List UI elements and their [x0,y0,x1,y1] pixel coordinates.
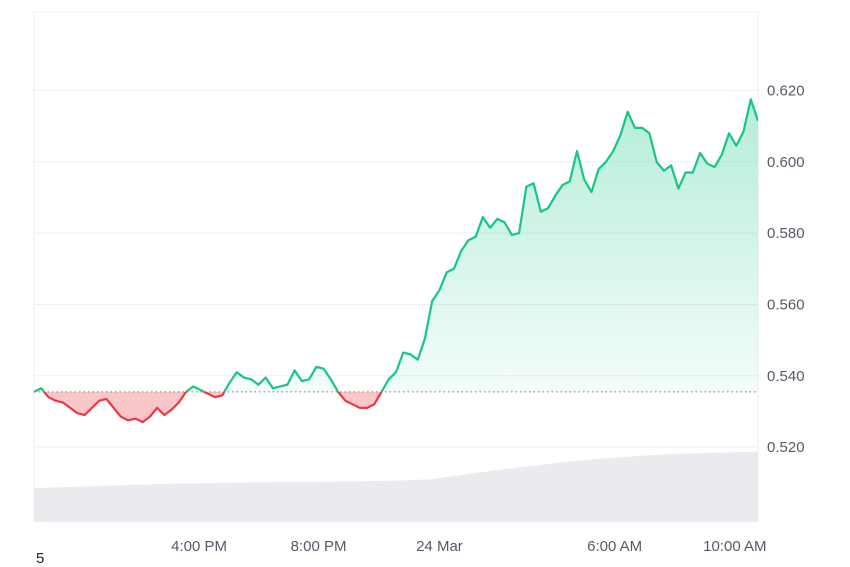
y-tick-label: 0.620 [767,82,805,99]
x-tick-label: 8:00 PM [291,538,347,555]
y-tick-label: 0.560 [767,296,805,313]
x-tick-label: 10:00 AM [703,538,766,555]
price-line-down [34,391,383,424]
x-tick-label: 4:00 PM [171,538,227,555]
x-tick-label: 6:00 AM [587,538,642,555]
price-line-up [34,98,758,392]
y-tick-label: 0.580 [767,225,805,242]
y-tick-label: 0.520 [767,439,805,456]
volume-layer [34,451,758,522]
axis-layer: 0.520 0.540 0.560 0.580 0.600 0.620 4:00 PM 8:0… [171,82,804,555]
y-tick-label: 0.540 [767,368,805,385]
footer-label: 5 [36,550,45,567]
x-tick-label: 24 Mar [416,538,463,555]
y-tick-label: 0.600 [767,154,805,171]
volume-area [34,451,758,522]
line-layer [34,98,758,424]
price-area-up [34,99,758,392]
price-area-down [44,391,382,423]
area-layer [34,99,758,423]
